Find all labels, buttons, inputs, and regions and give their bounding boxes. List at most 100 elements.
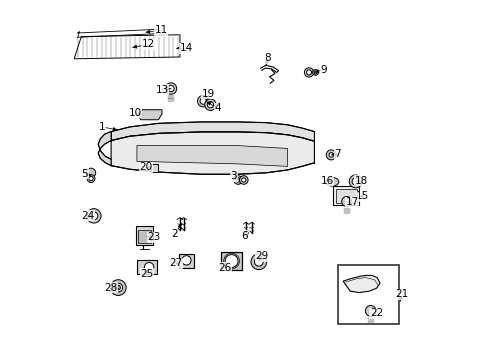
Circle shape xyxy=(89,176,93,181)
Bar xyxy=(138,230,151,243)
Polygon shape xyxy=(137,111,142,116)
Circle shape xyxy=(312,69,318,75)
Polygon shape xyxy=(223,262,227,267)
Polygon shape xyxy=(132,44,137,49)
Circle shape xyxy=(207,102,213,108)
Circle shape xyxy=(325,150,336,160)
Polygon shape xyxy=(206,102,211,106)
Polygon shape xyxy=(137,145,287,166)
Polygon shape xyxy=(343,275,379,293)
Bar xyxy=(335,189,356,203)
Text: 17: 17 xyxy=(345,197,358,207)
Polygon shape xyxy=(89,214,94,218)
Circle shape xyxy=(197,95,208,107)
Circle shape xyxy=(365,306,375,316)
Text: 21: 21 xyxy=(395,289,408,299)
Polygon shape xyxy=(166,87,171,91)
Text: 16: 16 xyxy=(320,176,333,186)
Circle shape xyxy=(351,178,359,185)
Polygon shape xyxy=(177,224,182,229)
Text: 20: 20 xyxy=(139,162,152,172)
Text: 11: 11 xyxy=(154,25,167,35)
Text: 3: 3 xyxy=(230,171,237,181)
Text: 8: 8 xyxy=(264,53,270,63)
Text: 27: 27 xyxy=(169,258,182,268)
Bar xyxy=(136,226,152,245)
Text: 22: 22 xyxy=(369,309,382,318)
Polygon shape xyxy=(233,176,238,180)
Text: 15: 15 xyxy=(355,191,369,201)
Polygon shape xyxy=(314,69,319,73)
Polygon shape xyxy=(139,110,162,120)
Bar xyxy=(150,164,158,172)
Circle shape xyxy=(306,70,311,75)
Polygon shape xyxy=(112,127,117,131)
Circle shape xyxy=(341,197,351,207)
Circle shape xyxy=(165,83,176,94)
Text: 26: 26 xyxy=(218,263,231,273)
Text: 25: 25 xyxy=(140,269,153,279)
Polygon shape xyxy=(175,261,180,265)
Bar xyxy=(221,252,242,270)
Text: 12: 12 xyxy=(142,40,155,49)
Text: 1: 1 xyxy=(99,122,105,132)
Polygon shape xyxy=(359,194,363,198)
Polygon shape xyxy=(258,257,262,262)
Polygon shape xyxy=(98,132,111,166)
Text: 14: 14 xyxy=(180,43,193,53)
Circle shape xyxy=(182,256,191,265)
Polygon shape xyxy=(111,122,314,141)
Circle shape xyxy=(254,257,263,266)
Polygon shape xyxy=(176,46,180,50)
Text: 13: 13 xyxy=(155,85,168,95)
Text: 18: 18 xyxy=(354,176,367,186)
Circle shape xyxy=(204,99,216,111)
Text: 2: 2 xyxy=(171,229,178,239)
Circle shape xyxy=(239,176,247,184)
Polygon shape xyxy=(370,311,375,315)
Circle shape xyxy=(86,168,96,177)
Circle shape xyxy=(233,176,242,184)
Circle shape xyxy=(235,178,240,182)
Bar xyxy=(179,254,193,268)
Polygon shape xyxy=(346,200,350,204)
Polygon shape xyxy=(145,30,150,34)
Circle shape xyxy=(200,98,206,104)
Polygon shape xyxy=(327,179,332,183)
Polygon shape xyxy=(399,297,403,301)
Circle shape xyxy=(224,255,238,267)
Polygon shape xyxy=(355,179,360,183)
Text: 29: 29 xyxy=(255,251,268,261)
Polygon shape xyxy=(143,268,147,273)
Bar xyxy=(333,186,359,205)
Circle shape xyxy=(90,212,98,220)
Circle shape xyxy=(348,175,362,188)
Circle shape xyxy=(114,283,122,292)
Text: 10: 10 xyxy=(128,108,142,118)
Circle shape xyxy=(116,285,120,290)
Circle shape xyxy=(87,175,95,183)
Polygon shape xyxy=(74,35,180,59)
Polygon shape xyxy=(147,235,151,239)
Bar xyxy=(137,260,156,274)
Polygon shape xyxy=(111,132,314,174)
Circle shape xyxy=(86,209,101,223)
Text: 7: 7 xyxy=(334,149,340,159)
Text: 5: 5 xyxy=(81,168,88,179)
Polygon shape xyxy=(114,285,118,290)
Text: 6: 6 xyxy=(241,231,247,240)
Circle shape xyxy=(241,178,245,182)
Circle shape xyxy=(144,262,154,272)
Text: 4: 4 xyxy=(214,103,221,113)
Polygon shape xyxy=(264,60,268,65)
Ellipse shape xyxy=(325,177,338,186)
Circle shape xyxy=(328,153,333,157)
Text: 28: 28 xyxy=(104,283,118,293)
Polygon shape xyxy=(147,166,152,170)
Circle shape xyxy=(250,254,266,270)
Text: 24: 24 xyxy=(81,211,94,221)
Polygon shape xyxy=(244,233,248,237)
Polygon shape xyxy=(86,172,91,176)
Circle shape xyxy=(304,68,313,77)
Text: 19: 19 xyxy=(202,89,215,99)
